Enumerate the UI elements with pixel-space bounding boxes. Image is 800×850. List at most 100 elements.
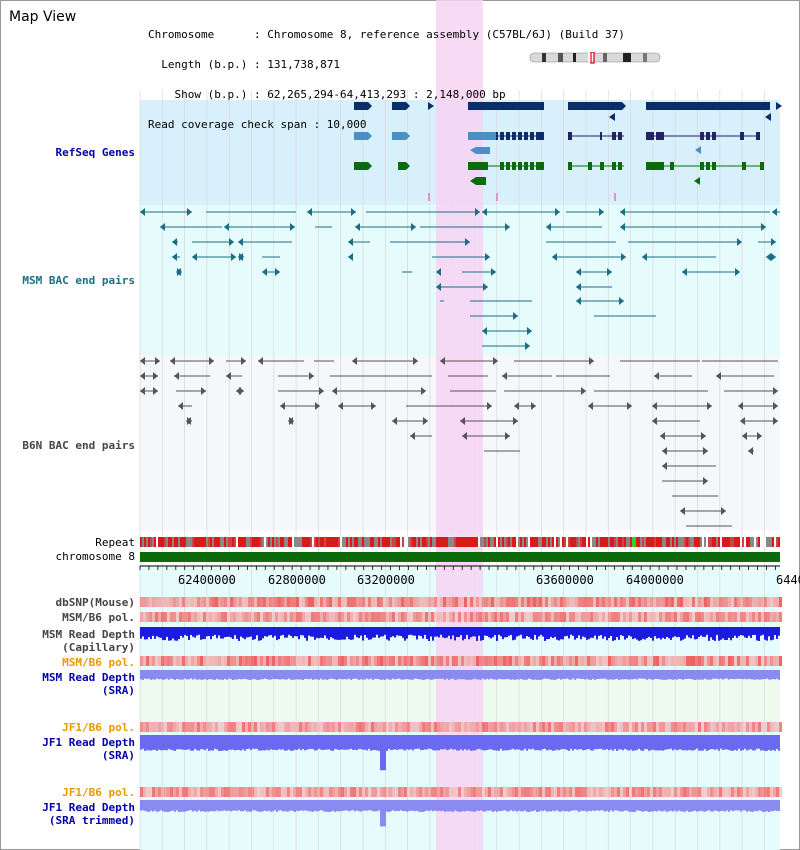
- read-depth-bar: [682, 670, 684, 680]
- repeat-block: [572, 537, 574, 547]
- snp-density-cell: [227, 656, 230, 666]
- read-depth-bar: [590, 800, 592, 812]
- gene-exon: [476, 147, 490, 154]
- repeat-block: [246, 537, 248, 547]
- snp-density-cell: [329, 597, 332, 607]
- chromosome-line: Chromosome : Chromosome 8, reference ass…: [148, 28, 625, 41]
- snp-density-cell: [314, 612, 317, 622]
- snp-density-cell: [758, 722, 761, 732]
- read-depth-bar: [198, 800, 200, 811]
- snp-density-cell: [482, 656, 485, 666]
- snp-density-cell: [593, 597, 596, 607]
- read-depth-bar: [762, 800, 764, 812]
- read-depth-bar: [640, 800, 642, 812]
- snp-density-cell: [389, 656, 392, 666]
- read-depth-bar: [326, 800, 328, 812]
- read-depth-bar: [544, 627, 546, 641]
- snp-density-cell: [641, 722, 644, 732]
- snp-density-cell: [650, 612, 653, 622]
- read-depth-bar: [318, 800, 320, 811]
- track-label-msm-b6-pol[interactable]: MSM/B6 pol.: [62, 611, 135, 624]
- read-depth-bar: [516, 627, 518, 637]
- snp-density-cell: [626, 787, 629, 797]
- snp-density-cell: [563, 612, 566, 622]
- track-label-jf1-read-depth[interactable]: JF1 Read Depth (SRA): [42, 736, 135, 762]
- snp-density-cell: [584, 597, 587, 607]
- read-depth-bar: [552, 735, 554, 751]
- track-label-jf1-b6-pol[interactable]: JF1/B6 pol.: [62, 721, 135, 734]
- gene-tick: [614, 193, 616, 201]
- snp-density-cell: [296, 612, 299, 622]
- read-depth-bar: [678, 800, 680, 811]
- read-depth-bar: [336, 670, 338, 680]
- repeat-block: [358, 537, 360, 547]
- chromosome-ideogram[interactable]: [528, 52, 663, 64]
- snp-density-cell: [713, 656, 716, 666]
- snp-density-cell: [395, 656, 398, 666]
- track-label-msm-bac[interactable]: MSM BAC end pairs: [22, 274, 135, 287]
- read-depth-bar: [256, 670, 258, 680]
- read-depth-bar: [176, 670, 178, 680]
- track-label-jf1-read-depth-trimmed[interactable]: JF1 Read Depth (SRA trimmed): [42, 801, 135, 827]
- track-label-msm-b6-pol-sra[interactable]: MSM/B6 pol.: [62, 656, 135, 669]
- read-depth-bar: [232, 800, 234, 811]
- snp-density-cell: [539, 597, 542, 607]
- snp-density-cell: [635, 597, 638, 607]
- snp-density-cell: [398, 656, 401, 666]
- bac-end-marker: [716, 372, 721, 380]
- snp-density-cell: [305, 597, 308, 607]
- track-label-refseq-genes[interactable]: RefSeq Genes: [55, 146, 135, 159]
- snp-density-cell: [278, 612, 281, 622]
- snp-density-cell: [527, 722, 530, 732]
- read-depth-bar: [710, 800, 712, 812]
- read-depth-bar: [642, 670, 644, 679]
- read-depth-bar: [748, 627, 750, 636]
- snp-density-cell: [590, 722, 593, 732]
- read-depth-bar: [708, 627, 710, 641]
- repeat-block: [152, 537, 154, 547]
- snp-density-cell: [605, 787, 608, 797]
- track-label-b6n-bac[interactable]: B6N BAC end pairs: [22, 439, 135, 452]
- repeat-block: [230, 537, 232, 547]
- read-depth-bar: [178, 735, 180, 750]
- snp-density-cell: [332, 722, 335, 732]
- snp-density-cell: [593, 722, 596, 732]
- repeat-block: [490, 537, 492, 547]
- snp-density-cell: [422, 597, 425, 607]
- snp-density-cell: [542, 722, 545, 732]
- track-label-dbsnp[interactable]: dbSNP(Mouse): [55, 596, 135, 609]
- read-depth-bar: [722, 735, 724, 751]
- snp-density-cell: [677, 787, 680, 797]
- read-depth-bar: [174, 800, 176, 812]
- read-depth-bar: [480, 670, 482, 680]
- snp-density-cell: [383, 612, 386, 622]
- repeat-block: [668, 537, 670, 547]
- repeat-block: [212, 537, 214, 547]
- track-label-chromosome[interactable]: chromosome 8: [55, 550, 135, 563]
- track-label-msm-read-depth-sra[interactable]: MSM Read Depth (SRA): [42, 671, 135, 697]
- read-depth-bar: [504, 735, 506, 751]
- snp-density-cell: [524, 612, 527, 622]
- read-depth-bar: [730, 627, 732, 641]
- read-depth-bar: [700, 627, 702, 636]
- snp-density-cell: [689, 597, 692, 607]
- repeat-block: [378, 537, 380, 547]
- read-depth-bar: [466, 627, 468, 635]
- track-label-jf1-b6-pol-2[interactable]: JF1/B6 pol.: [62, 786, 135, 799]
- read-depth-bar: [654, 670, 656, 679]
- read-depth-bar: [536, 670, 538, 680]
- read-depth-bar: [234, 800, 236, 811]
- track-label-repeat[interactable]: Repeat: [95, 536, 135, 549]
- read-depth-bar: [288, 800, 290, 812]
- read-depth-bar: [668, 627, 670, 639]
- repeat-block: [612, 537, 614, 547]
- read-depth-bar: [736, 800, 738, 811]
- read-depth-bar: [228, 670, 230, 679]
- repeat-block: [174, 537, 176, 547]
- snp-density-cell: [506, 722, 509, 732]
- read-depth-bar: [422, 800, 424, 812]
- read-depth-bar: [708, 800, 710, 811]
- track-label-msm-read-depth-capillary[interactable]: MSM Read Depth (Capillary): [42, 628, 135, 654]
- read-depth-bar: [396, 800, 398, 811]
- read-depth-bar: [484, 670, 486, 680]
